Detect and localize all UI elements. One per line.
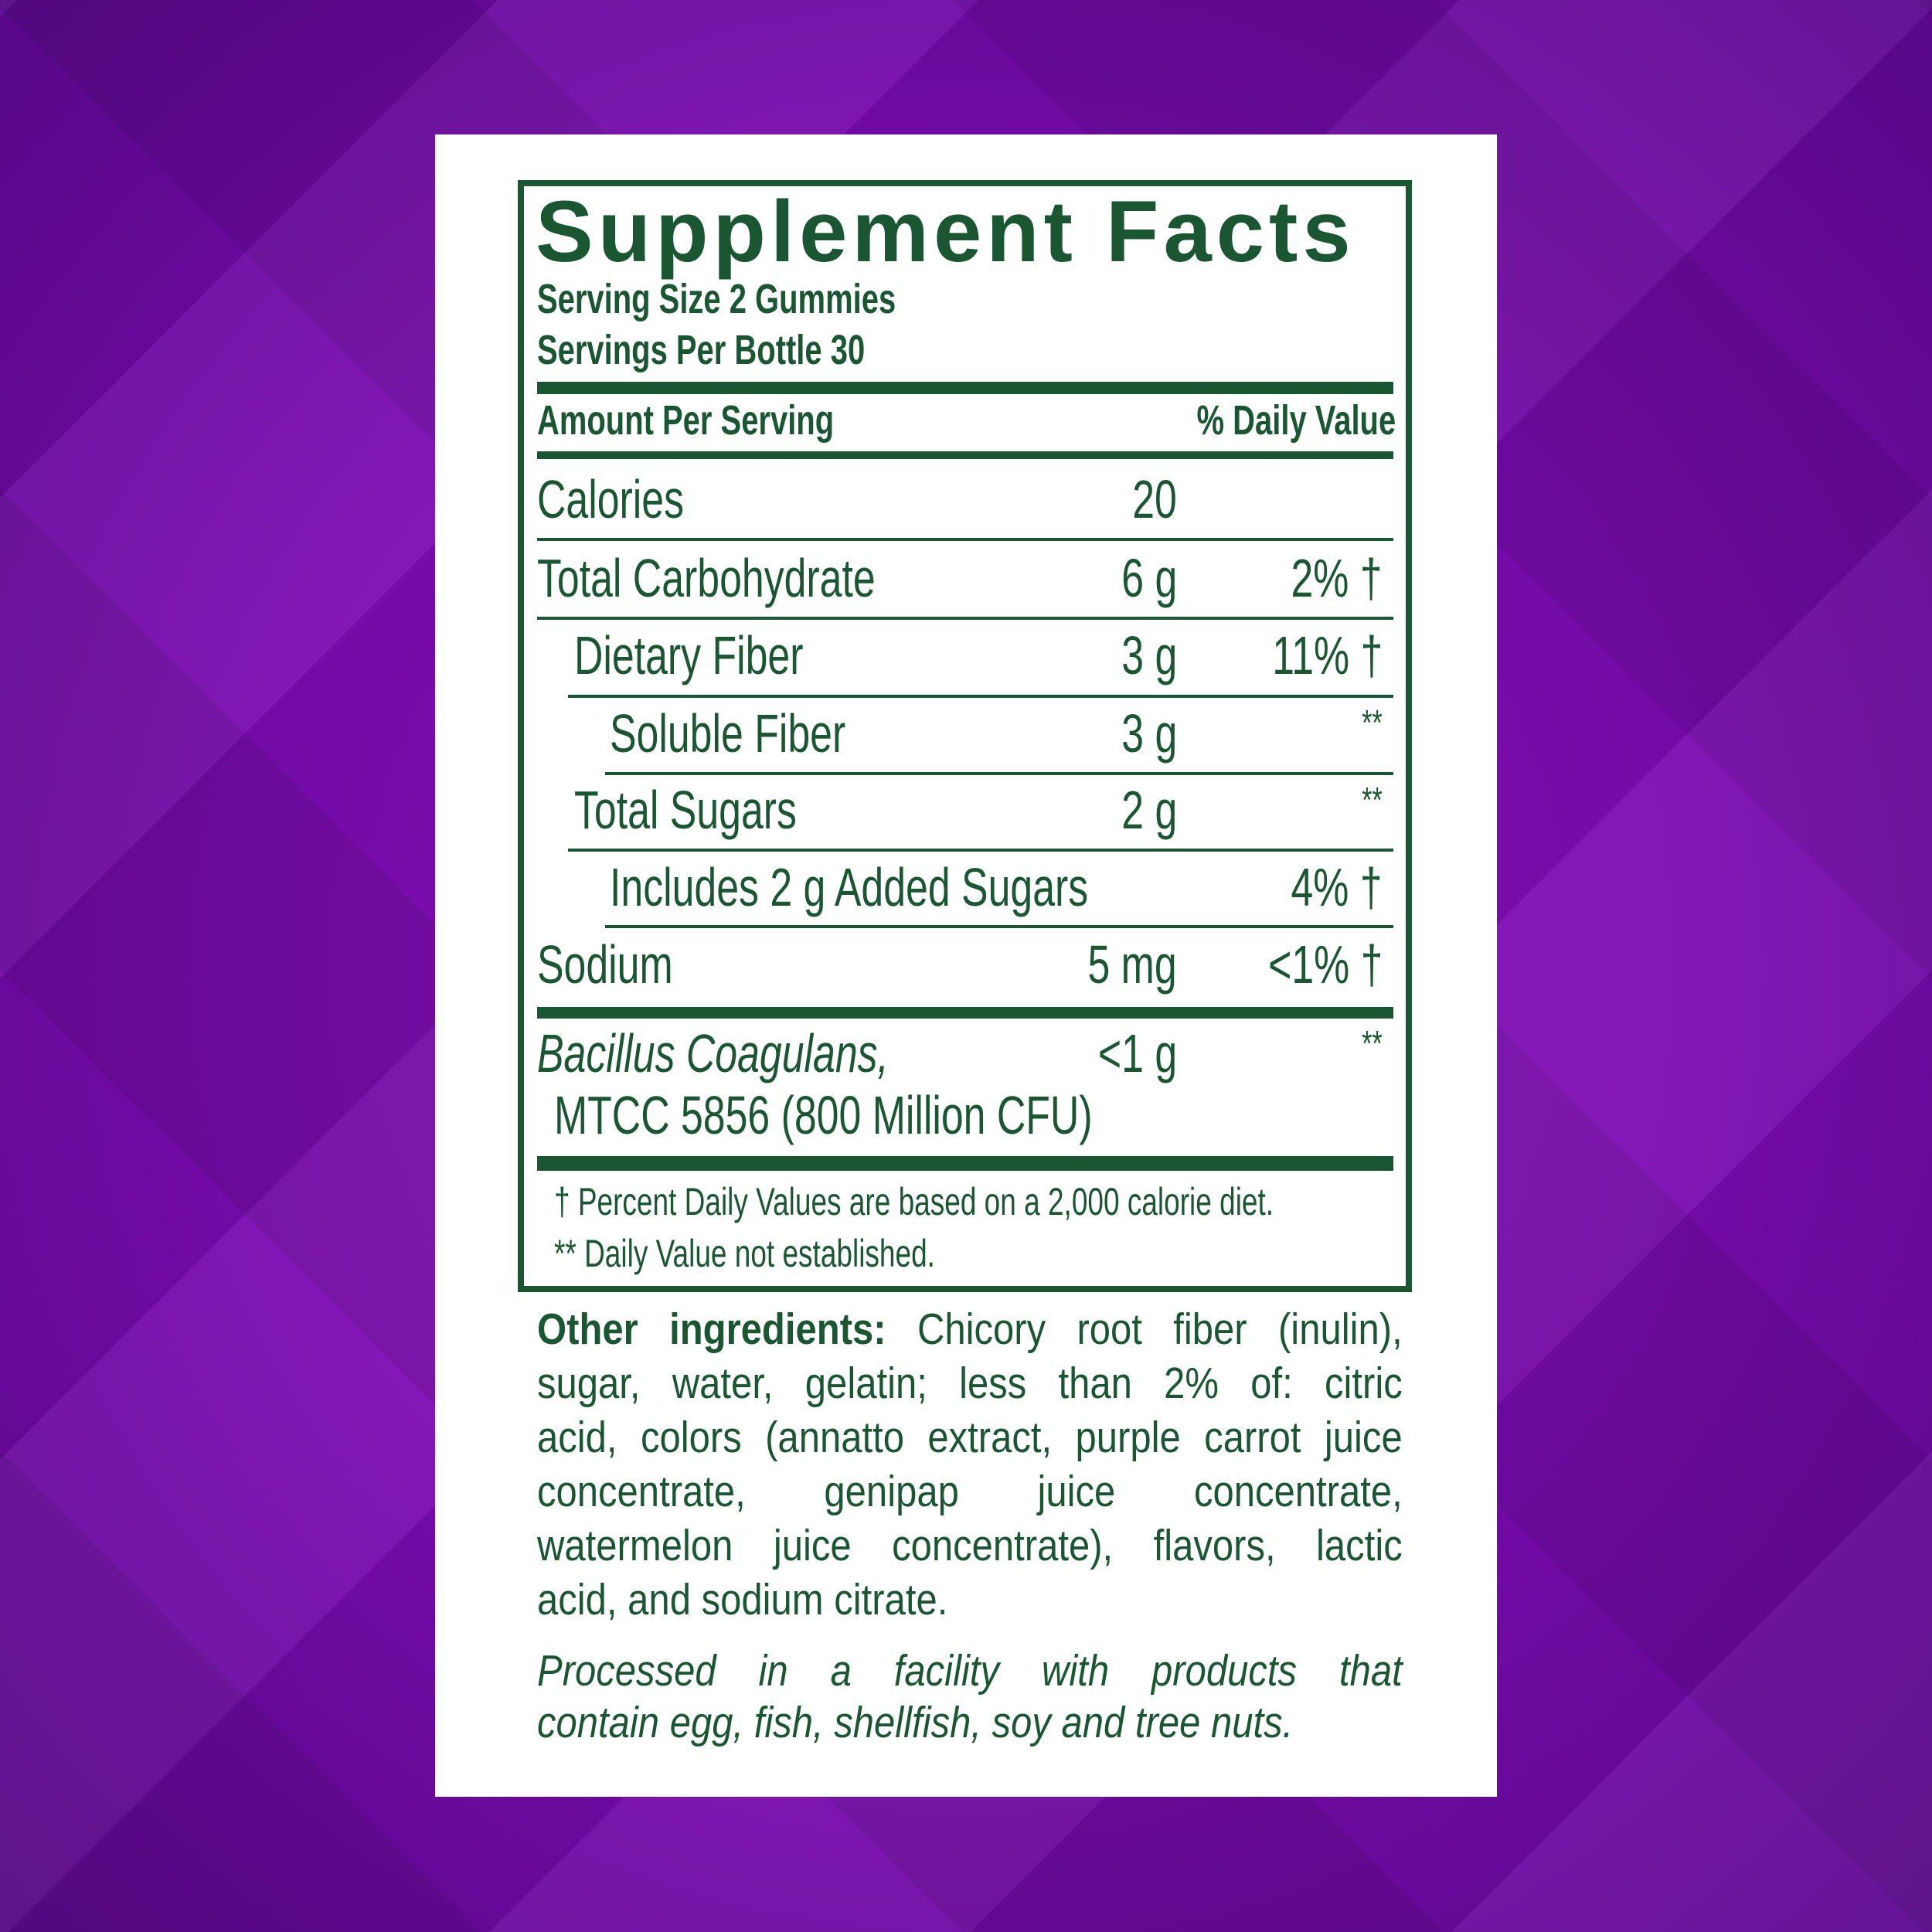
row-dv-total-sugars: ** (1362, 780, 1383, 820)
ingredients-line: sugar, water, gelatin; less than 2% of: … (537, 1359, 1403, 1408)
ingredients-line: Other ingredients: Chicory root fiber (i… (537, 1304, 1403, 1354)
allergen-statement-line: Processed in a facility with products th… (537, 1646, 1403, 1696)
thick-divider (537, 382, 1393, 394)
row-label-total-sugars: Total Sugars (574, 780, 797, 840)
row-dv-bacillus: ** (1362, 1023, 1383, 1063)
ingredients-line: watermelon juice concentrate), flavors, … (537, 1521, 1403, 1570)
row-amount-dietary-fiber: 3 g (1121, 625, 1177, 685)
supplement-facts-box (518, 180, 1412, 1292)
row-label-soluble-fiber: Soluble Fiber (610, 703, 846, 764)
divider (605, 772, 1393, 775)
row-label-added-sugars: Includes 2 g Added Sugars (610, 857, 1089, 917)
row-label-bacillus-strain: MTCC 5856 (800 Million CFU) (554, 1085, 1093, 1145)
row-amount-total-carbohydrate: 6 g (1121, 548, 1177, 608)
amount-per-serving-header: Amount Per Serving (537, 397, 835, 444)
footnote-daily-values: † Percent Daily Values are based on a 2,… (554, 1180, 1274, 1223)
row-dv-soluble-fiber: ** (1362, 702, 1383, 743)
row-amount-bacillus: <1 g (1097, 1023, 1177, 1083)
thick-divider (537, 1007, 1393, 1019)
divider (537, 538, 1393, 541)
row-label-total-carbohydrate: Total Carbohydrate (537, 548, 876, 608)
row-amount-calories: 20 (1132, 469, 1177, 529)
divider (568, 849, 1393, 852)
footnote-not-established: ** Daily Value not established. (554, 1232, 935, 1275)
ingredients-line: concentrate, genipap juice concentrate, (537, 1467, 1403, 1516)
row-amount-total-sugars: 2 g (1121, 780, 1177, 840)
label-panel (435, 134, 1497, 1797)
row-amount-sodium: 5 mg (1087, 934, 1177, 995)
row-label-bacillus: Bacillus Coagulans, (537, 1023, 889, 1083)
row-dv-added-sugars: 4% † (1291, 857, 1383, 917)
servings-per-container: Servings Per Bottle 30 (537, 327, 866, 373)
ingredients-line: acid, and sodium citrate. (537, 1575, 948, 1624)
divider (605, 925, 1393, 928)
serving-size: Serving Size 2 Gummies (537, 276, 896, 322)
allergen-statement-line: contain egg, fish, shellfish, soy and tr… (537, 1698, 1294, 1747)
ingredients-line: acid, colors (annatto extract, purple ca… (537, 1413, 1403, 1462)
row-dv-dietary-fiber: 11% † (1271, 625, 1383, 685)
daily-value-header: % Daily Value (1196, 397, 1396, 444)
row-dv-sodium: <1% † (1267, 934, 1383, 995)
row-amount-soluble-fiber: 3 g (1121, 703, 1177, 764)
row-label-dietary-fiber: Dietary Fiber (574, 625, 804, 685)
divider (568, 695, 1393, 698)
medium-divider (537, 451, 1393, 459)
thick-divider (537, 1156, 1393, 1171)
divider (537, 617, 1393, 620)
row-dv-total-carbohydrate: 2% † (1291, 548, 1383, 608)
row-label-sodium: Sodium (537, 934, 673, 995)
ingredients-label: Other ingredients: (537, 1304, 886, 1354)
facts-title: Supplement Facts (536, 183, 1355, 280)
row-label-calories: Calories (537, 469, 685, 529)
